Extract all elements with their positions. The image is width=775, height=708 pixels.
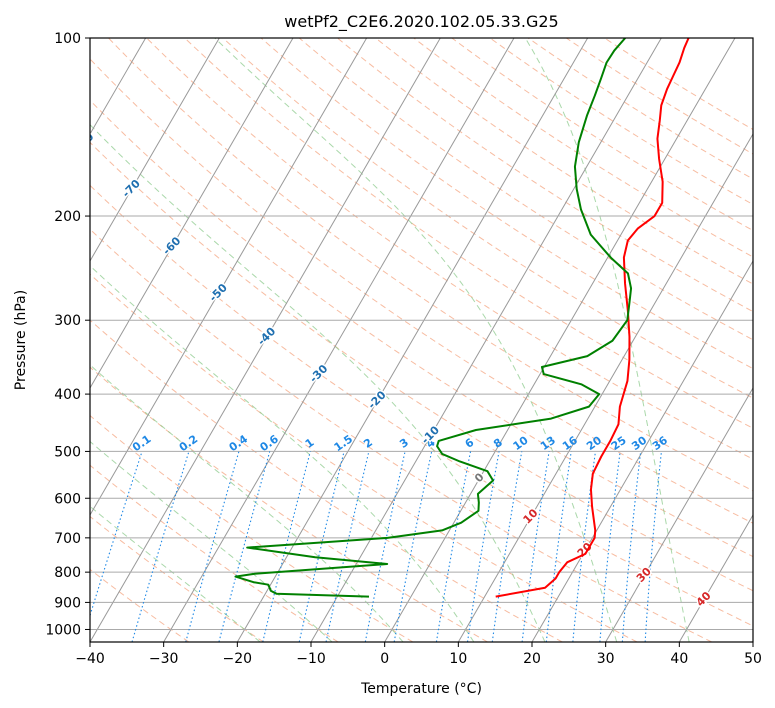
dry-adiabat-line xyxy=(337,38,753,313)
y-tick-label: 400 xyxy=(54,387,81,403)
x-tick-label: 10 xyxy=(449,651,467,667)
mixing-ratio-line xyxy=(545,451,572,642)
moist-adiabat-line xyxy=(90,440,333,642)
x-tick-label: −30 xyxy=(149,651,179,667)
mixing-ratio-line xyxy=(90,451,143,618)
mixing-ratio-line xyxy=(218,451,271,642)
dry-adiabat-line xyxy=(90,141,753,592)
y-tick-label: 1000 xyxy=(45,622,81,638)
dry-adiabat-line xyxy=(90,273,638,642)
y-tick-label: 600 xyxy=(54,491,81,507)
temperature-trace xyxy=(495,38,690,598)
mixing-ratio-line xyxy=(298,451,345,642)
moist-adiabat-line xyxy=(524,38,690,642)
axis-ticks: −40 −30 −20 −10 0 10 20 30 40 50 100 200 300 400 500 60… xyxy=(45,31,762,667)
isotherm-line xyxy=(678,513,753,642)
x-tick-label: −20 xyxy=(223,651,253,667)
isotherm-line xyxy=(457,132,753,642)
mixing-ratio-line xyxy=(185,451,240,642)
isotherm-line xyxy=(163,38,515,642)
x-tick-label: 50 xyxy=(744,651,762,667)
dry-adiabat-line xyxy=(90,99,753,558)
y-tick-label: 100 xyxy=(54,31,81,47)
mixing-ratio-line xyxy=(364,451,406,642)
moist-adiabat-line xyxy=(90,265,475,642)
y-tick-label: 300 xyxy=(54,313,81,329)
isotherm-line xyxy=(90,38,294,389)
x-tick-label: 40 xyxy=(670,651,688,667)
mixing-ratio-line xyxy=(521,451,550,642)
dry-adiabat-line xyxy=(90,464,339,642)
isotherm-line xyxy=(605,386,753,642)
isotherm-line xyxy=(531,259,753,642)
isotherm-line xyxy=(90,38,368,516)
chart-title: wetPf2_C2E6.2020.102.05.33.G25 xyxy=(284,12,558,32)
dry-adiabat-line xyxy=(566,38,753,155)
mixing-ratio-line xyxy=(393,451,433,642)
isotherm-line xyxy=(90,38,441,642)
mixing-ratio-line xyxy=(325,451,370,642)
mixing-ratio-line xyxy=(262,451,311,642)
isotherm-line xyxy=(90,38,220,262)
moist-adiabat-line xyxy=(90,123,546,642)
dry-adiabat-line xyxy=(260,38,753,370)
isotherm-line xyxy=(310,38,662,642)
dry-adiabat-line xyxy=(146,38,753,460)
y-axis-label: Pressure (hPa) xyxy=(13,290,29,390)
dry-adiabat-line xyxy=(90,228,712,642)
x-tick-label: −10 xyxy=(296,651,326,667)
dry-adiabat-line xyxy=(298,38,753,341)
dry-adiabat-line xyxy=(90,319,563,642)
x-tick-label: 0 xyxy=(380,651,389,667)
plot-area: 0.10.20.40.611.52346810131620253036-100-… xyxy=(73,38,753,642)
y-tick-label: 200 xyxy=(54,209,81,225)
isotherm-label: -80 xyxy=(73,130,96,153)
x-tick-label: 30 xyxy=(597,651,615,667)
y-tick-label: 800 xyxy=(54,565,81,581)
y-tick-label: 700 xyxy=(54,531,81,547)
mixing-ratio-line xyxy=(491,451,523,642)
y-tick-label: 500 xyxy=(54,444,81,460)
x-tick-label: −40 xyxy=(75,651,105,667)
dewpoint-trace xyxy=(234,38,633,598)
dry-adiabat-line xyxy=(222,38,753,399)
dry-adiabat-line xyxy=(90,58,753,524)
isotherm-line xyxy=(384,38,736,642)
dry-adiabat-line xyxy=(90,184,753,627)
dry-adiabat-line xyxy=(90,515,264,642)
mixing-ratio-line xyxy=(435,451,472,642)
mixing-ratio-line xyxy=(131,451,190,642)
x-tick-label: 20 xyxy=(523,651,541,667)
mixing-ratio-line xyxy=(466,451,500,642)
isotherm-line xyxy=(236,38,589,642)
x-axis-label: Temperature (°C) xyxy=(360,681,482,697)
y-tick-label: 900 xyxy=(54,595,81,611)
plot-frame xyxy=(89,37,754,643)
dry-adiabat-line xyxy=(90,366,488,642)
